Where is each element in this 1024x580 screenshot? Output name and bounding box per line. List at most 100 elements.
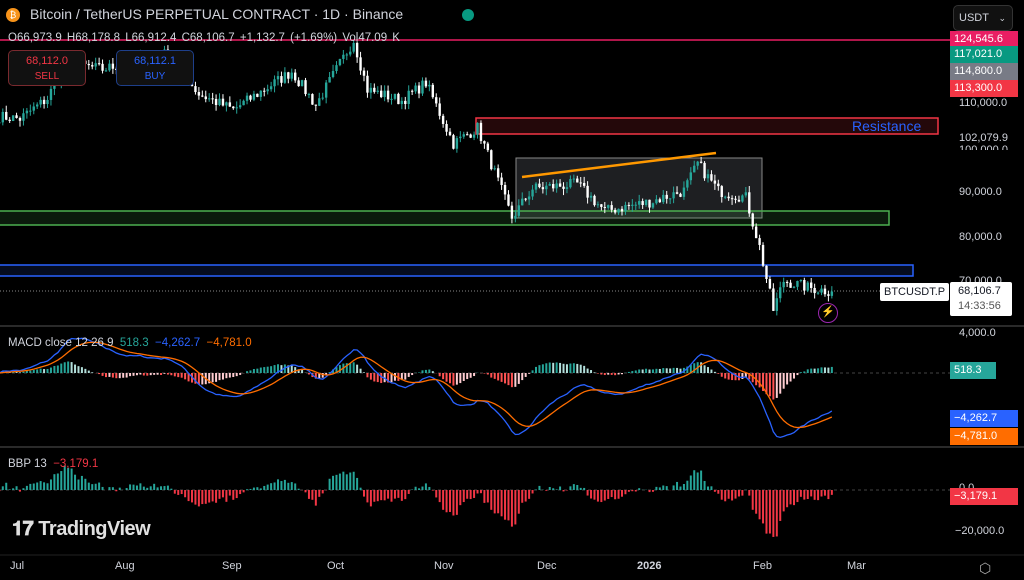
candle-body	[524, 198, 527, 200]
candle-body	[397, 93, 400, 105]
candle-body	[789, 282, 792, 288]
candle-body	[734, 198, 737, 200]
time-tick: Jul	[10, 560, 25, 572]
candle-body	[741, 195, 744, 202]
candle-body	[338, 58, 342, 66]
time-tick: Mar	[847, 560, 866, 572]
low-value: L66,912.4	[125, 32, 177, 44]
candle-body	[534, 183, 538, 190]
candle-body	[696, 161, 699, 166]
currency-selector[interactable]: USDT ⌄	[953, 5, 1013, 31]
candle-body	[503, 184, 507, 195]
candle-body	[421, 80, 424, 94]
trend-line	[521, 151, 717, 179]
candle-body	[410, 90, 414, 92]
price-label: 100,000.0	[959, 144, 1008, 150]
volume-value: Vol47.09 K	[342, 32, 400, 44]
macd-line	[0, 337, 833, 439]
candle-body	[194, 86, 197, 93]
candle-body	[428, 84, 431, 87]
candle-body	[349, 51, 352, 55]
candle-body	[827, 294, 830, 296]
candle-body	[335, 65, 338, 72]
settings-icon[interactable]: ⬡	[979, 560, 992, 576]
candle-body	[689, 172, 692, 181]
candle-body	[579, 182, 582, 184]
candle-body	[242, 100, 245, 106]
support-zone-green	[0, 210, 890, 226]
bbp-value: −3,179.1	[53, 458, 99, 470]
candle-body	[228, 102, 232, 107]
open-value: O66,973.9	[8, 32, 62, 44]
candle-body	[706, 174, 710, 179]
candle-body	[596, 204, 600, 206]
sell-button[interactable]: 68,112.0 SELL	[8, 50, 86, 86]
candle-body	[441, 115, 445, 124]
candle-body	[552, 184, 555, 189]
candle-body	[655, 199, 658, 204]
buy-button[interactable]: 68,112.1 BUY	[116, 50, 194, 86]
bbp-axis-label: −20,000.0	[955, 525, 1005, 537]
candle-body	[679, 193, 682, 197]
time-tick: Dec	[537, 560, 557, 572]
lightning-alert-icon[interactable]: ⚡	[818, 303, 838, 323]
candle-body	[555, 183, 558, 189]
tradingview-logo[interactable]: 𝟏𝟕 TradingView	[12, 518, 151, 541]
candle-body	[32, 106, 35, 111]
candle-body	[390, 98, 393, 100]
candle-body	[0, 122, 1, 124]
candle-body	[799, 280, 803, 282]
candle-body	[39, 99, 42, 105]
candle-body	[218, 98, 221, 105]
candle-body	[369, 87, 373, 93]
candle-body	[25, 110, 29, 114]
candle-body	[376, 90, 379, 92]
candle-body	[758, 238, 761, 245]
candle-body	[91, 65, 94, 67]
candle-body	[22, 113, 25, 121]
candle-body	[792, 286, 796, 288]
time-tick: Sep	[222, 560, 242, 572]
candle-body	[214, 98, 218, 105]
candle-body	[648, 199, 651, 208]
candle-body	[273, 79, 276, 87]
candle-body	[830, 291, 834, 296]
candle-body	[548, 184, 551, 186]
candle-body	[1, 111, 5, 123]
candle-body	[693, 165, 696, 173]
candle-body	[531, 189, 534, 197]
candle-body	[11, 115, 15, 122]
candle-body	[600, 204, 603, 207]
candle-body	[280, 76, 283, 83]
candle-body	[400, 100, 404, 105]
bbp-value-tag: −3,179.1	[950, 488, 1018, 505]
candle-body	[362, 70, 366, 76]
buy-price: 68,112.1	[133, 55, 176, 67]
candle-body	[490, 150, 493, 170]
candle-body	[496, 168, 500, 178]
candle-body	[304, 80, 307, 95]
candle-body	[469, 134, 472, 138]
candle-body	[613, 209, 617, 213]
candle-body	[355, 42, 359, 58]
support-zone-blue	[0, 264, 914, 277]
candle-body	[607, 205, 610, 208]
macd-signal-tag: −4,781.0	[950, 428, 1018, 445]
candle-body	[252, 93, 256, 100]
macd-hist-tag: 518.3	[950, 362, 996, 379]
candle-body	[249, 95, 252, 100]
price-label: 90,000.0	[959, 186, 1002, 198]
candle-body	[108, 63, 111, 71]
candle-body	[675, 192, 679, 194]
candle-body	[104, 70, 108, 72]
candle-body	[569, 179, 572, 188]
price-tag-red: 113,300.0	[950, 80, 1018, 97]
candle-body	[775, 298, 778, 311]
candle-body	[211, 98, 214, 100]
price-tag-grey: 114,800.0	[950, 63, 1018, 80]
candle-body	[101, 63, 104, 71]
candle-body	[221, 98, 225, 106]
time-tick: Nov	[434, 560, 454, 572]
candle-body	[823, 288, 827, 295]
